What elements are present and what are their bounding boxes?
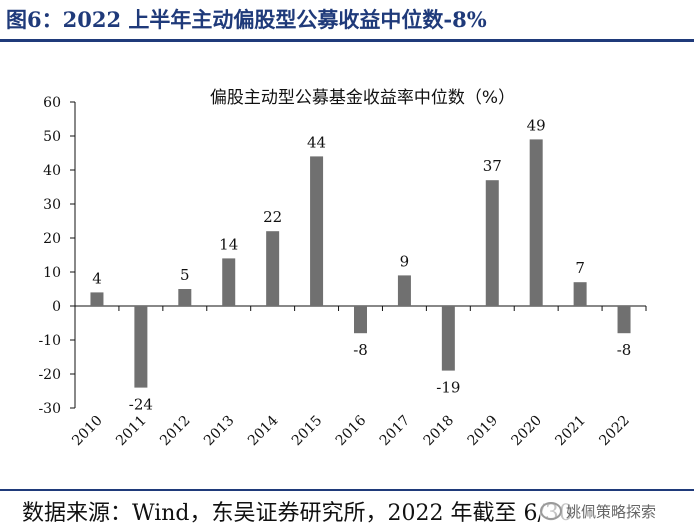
source-note: 数据来源：Wind，东吴证券研究所，2022 年截至 6/30 — [22, 501, 573, 526]
bar-2022 — [617, 306, 631, 334]
x-tick-label-2016: 2016 — [333, 412, 370, 449]
watermark: 姚佩策略探索 — [540, 498, 690, 524]
bar-2016 — [354, 306, 367, 334]
data-label-2011: -24 — [129, 396, 153, 414]
y-tick-label: -20 — [38, 367, 61, 383]
x-tick-label-2021: 2021 — [552, 413, 589, 450]
bar-2012 — [178, 289, 192, 306]
x-tick-label-2014: 2014 — [245, 412, 282, 449]
data-label-2017: 9 — [400, 252, 410, 270]
bar-2013 — [222, 258, 236, 306]
bar-2017 — [397, 275, 411, 306]
bar-2010 — [90, 292, 104, 306]
data-label-2014: 22 — [263, 208, 282, 226]
data-label-2022: -8 — [617, 341, 632, 359]
x-tick-label-2010: 2010 — [69, 413, 106, 450]
x-tick-label-2018: 2018 — [421, 413, 458, 450]
y-tick-label: 40 — [43, 163, 61, 179]
x-tick-label-2015: 2015 — [289, 413, 326, 450]
data-label-2016: -8 — [353, 341, 368, 359]
data-label-2013: 14 — [219, 235, 238, 253]
y-tick-label: 30 — [43, 197, 61, 213]
x-tick-label-2017: 2017 — [377, 413, 414, 450]
bar-2020 — [529, 139, 543, 306]
x-tick-label-2020: 2020 — [509, 413, 546, 450]
data-labels: 4 -24 5 14 22 44 -8 9 -19 37 49 7 -8 — [92, 116, 631, 413]
y-tick-label: 20 — [43, 231, 61, 247]
data-label-2020: 49 — [527, 116, 546, 134]
x-tick-label-2022: 2022 — [596, 413, 633, 450]
x-tick-label-2012: 2012 — [157, 413, 194, 450]
data-label-2018: -19 — [436, 379, 460, 397]
bar-2015 — [310, 156, 324, 306]
bar-2018 — [441, 306, 455, 371]
data-label-2012: 5 — [180, 266, 190, 284]
figure-title: 图6：2022 上半年主动偏股型公募收益中位数-8% — [6, 7, 487, 32]
bar-2019 — [485, 180, 499, 306]
x-tick-label-2011: 2011 — [113, 413, 150, 450]
y-tick-label: 60 — [43, 95, 61, 111]
chart-title: 偏股主动型公募基金收益率中位数（%） — [210, 88, 515, 108]
y-tick-label: -10 — [38, 333, 61, 349]
source-rule — [0, 489, 694, 491]
title-rule — [0, 39, 694, 42]
data-label-2021: 7 — [575, 259, 585, 277]
bar-chart: 偏股主动型公募基金收益率中位数（%） 6050403020100-10-20-3… — [38, 88, 647, 450]
wechat-icon — [540, 502, 562, 520]
x-tick-label-2019: 2019 — [465, 413, 502, 450]
y-tick-label: -30 — [38, 401, 61, 417]
data-label-2010: 4 — [92, 269, 102, 287]
watermark-text: 姚佩策略探索 — [566, 502, 657, 521]
data-label-2019: 37 — [483, 157, 502, 175]
bar-2021 — [573, 282, 587, 306]
data-label-2015: 44 — [307, 133, 326, 151]
x-tick-label-2013: 2013 — [201, 413, 238, 450]
bar-2014 — [266, 231, 280, 306]
chart-bars — [90, 139, 631, 388]
y-tick-label: 50 — [43, 129, 61, 145]
bar-2011 — [134, 306, 148, 388]
y-tick-label: 10 — [43, 265, 61, 281]
y-tick-label: 0 — [52, 299, 61, 315]
